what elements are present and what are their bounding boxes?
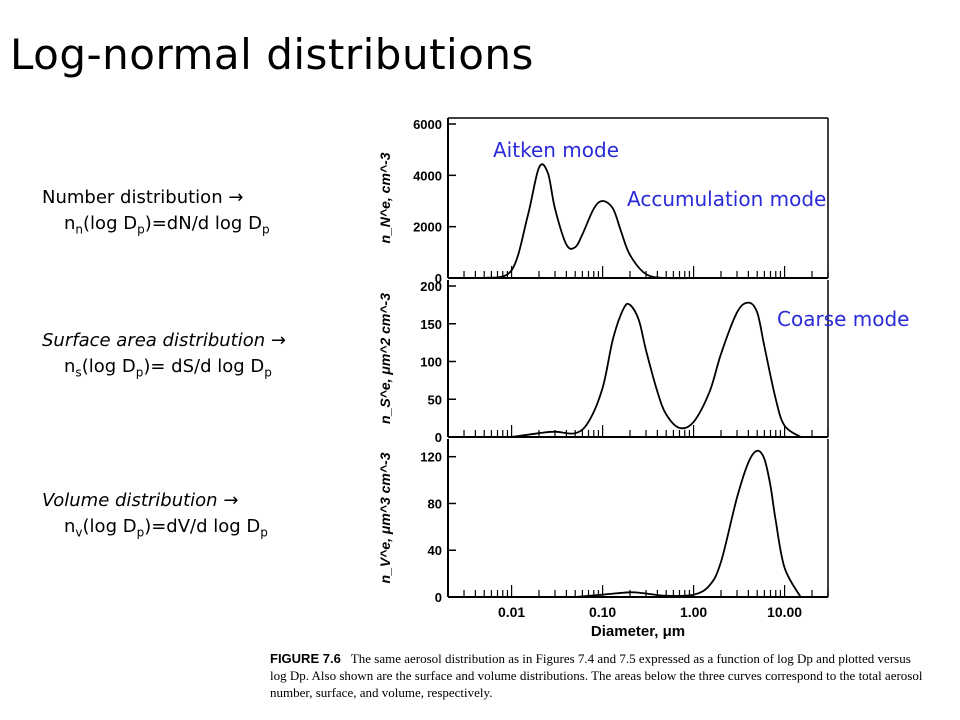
number-distribution-formula: nn(log Dp)=dN/d log Dp — [64, 213, 270, 237]
figure-number: FIGURE 7.6 — [270, 651, 341, 666]
arrow-icon: → — [270, 330, 286, 351]
x-tick-label: 10.00 — [767, 604, 802, 620]
y-tick-label: 150 — [420, 317, 442, 332]
y-tick-label: 0 — [435, 430, 442, 445]
y-axis-label: n_V^e, μm^3 cm^-3 — [377, 452, 393, 583]
y-tick-label: 0 — [435, 590, 442, 605]
y-axis-label: n_N^e, cm^-3 — [377, 152, 393, 243]
y-tick-label: 0 — [435, 271, 442, 286]
accumulation-mode-label: Accumulation mode — [627, 187, 827, 211]
figure-caption: FIGURE 7.6 The same aerosol distribution … — [270, 650, 930, 701]
y-tick-label: 100 — [420, 355, 442, 370]
number-distribution-text: Number distribution → nn(log Dp)=dN/d lo… — [42, 185, 270, 243]
x-tick-label: 1.00 — [680, 604, 707, 620]
y-tick-label: 200 — [420, 279, 442, 294]
number-distribution-label: Number distribution — [42, 187, 223, 208]
caption-text: The same aerosol distribution as in Figu… — [270, 651, 923, 700]
distribution-curve — [511, 301, 802, 438]
arrow-icon: → — [223, 490, 239, 511]
y-tick-label: 50 — [428, 392, 442, 407]
volume-distribution-text: Volume distribution → nv(log Dp)=dV/d lo… — [42, 488, 268, 546]
volume-distribution-label: Volume distribution — [42, 490, 218, 511]
x-tick-label: 0.01 — [498, 604, 525, 620]
y-tick-label: 80 — [428, 496, 442, 511]
aitken-mode-label: Aitken mode — [493, 138, 620, 162]
distribution-curve — [575, 449, 802, 598]
y-tick-label: 6000 — [413, 117, 442, 132]
coarse-mode-label: Coarse mode — [777, 307, 910, 331]
x-axis-label: Diameter, μm — [591, 623, 685, 640]
surface-distribution-label: Surface area distribution — [42, 330, 266, 351]
y-tick-label: 4000 — [413, 168, 442, 183]
slide-title: Log-normal distributions — [10, 30, 534, 79]
surface-distribution-text: Surface area distribution → ns(log Dp)= … — [42, 328, 286, 386]
y-axis-label: n_S^e, μm^2 cm^-3 — [377, 293, 393, 424]
distribution-curve — [483, 163, 694, 280]
volume-distribution-formula: nv(log Dp)=dV/d log Dp — [64, 516, 268, 540]
x-tick-label: 0.10 — [589, 604, 616, 620]
arrow-icon: → — [228, 187, 244, 208]
surface-distribution-formula: ns(log Dp)= dS/d log Dp — [64, 356, 272, 380]
y-tick-label: 120 — [420, 450, 442, 465]
y-tick-label: 2000 — [413, 220, 442, 235]
y-tick-label: 40 — [428, 543, 442, 558]
